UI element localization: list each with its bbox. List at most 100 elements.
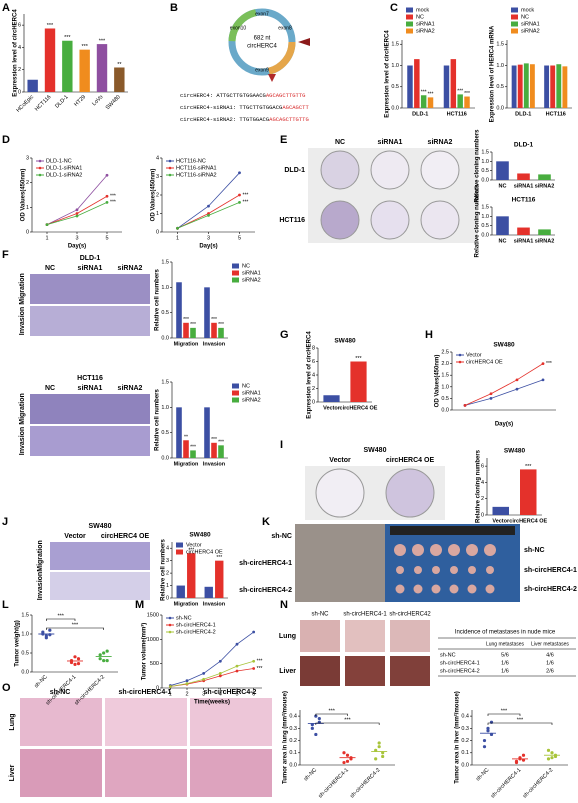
y-tick-label: 2 xyxy=(18,67,21,73)
y-tick-label: 0.5 xyxy=(481,223,489,229)
table-cell: 5/6 xyxy=(501,652,509,658)
point xyxy=(489,397,493,400)
y-tick-label: 1 xyxy=(156,211,159,217)
dish xyxy=(385,468,435,518)
x-tick-label: 5 xyxy=(105,235,108,241)
legend-label: NC xyxy=(416,14,424,20)
col-label: sh-circHERC4-2 xyxy=(204,689,257,696)
y-tick-label: 1.0 xyxy=(161,405,169,411)
legend-swatch xyxy=(232,383,239,389)
bar xyxy=(114,67,125,92)
x-tick-label: Migration xyxy=(174,601,199,607)
bar xyxy=(538,174,551,180)
bar xyxy=(517,227,530,235)
point xyxy=(218,674,222,678)
legend-swatch xyxy=(168,166,172,170)
y-tick-label: 1.5 xyxy=(161,379,169,385)
y-axis-label: Expression level of circHERC4 xyxy=(13,9,19,97)
significance: *** xyxy=(190,445,196,451)
point xyxy=(207,213,210,217)
table-cell: 4/6 xyxy=(546,652,554,658)
point xyxy=(377,745,381,749)
bar xyxy=(529,64,535,108)
y-tick-label: 0.5 xyxy=(496,84,504,90)
y-axis-label: Expression level of circHERC4 xyxy=(385,30,391,118)
significance: *** xyxy=(190,322,196,328)
y-tick-label: 0.4 xyxy=(289,714,297,720)
bar xyxy=(215,560,224,598)
photo xyxy=(105,698,187,746)
x-tick-label: sh-circHERC4-2 xyxy=(349,767,381,799)
bar xyxy=(44,28,56,92)
seq-name: circHERC4-siRNA2: xyxy=(180,116,236,123)
mice-photo xyxy=(295,524,385,602)
seq-name: circHERC4: xyxy=(180,92,213,99)
point xyxy=(185,682,189,686)
x-tick-label: 1 xyxy=(45,235,48,241)
bar xyxy=(323,395,340,402)
y-tick-label: 1.0 xyxy=(161,285,169,291)
x-axis-label: Day(s) xyxy=(199,244,217,250)
panel-label: D xyxy=(2,134,10,146)
point xyxy=(342,751,346,755)
legend-label: sh-NC xyxy=(176,615,192,621)
y-tick-label: 4 xyxy=(18,45,21,51)
legend-swatch xyxy=(168,159,172,163)
sequence: circHERC4: ATTGCTTGTGGAACGAGCAGCTTGTTG xyxy=(180,92,305,99)
bar xyxy=(79,49,90,92)
tumor xyxy=(449,584,459,594)
x-tick-label: Migration xyxy=(174,341,199,347)
legend-label: DLD-1-siRNA2 xyxy=(46,172,82,178)
significance: *** xyxy=(525,464,532,470)
legend-label: mock xyxy=(416,7,429,13)
bracket xyxy=(487,713,521,716)
x-tick-label: sh-NC xyxy=(34,674,49,689)
chart-title: SW480 xyxy=(334,338,356,345)
x-tick-label: circHERC4 OE xyxy=(340,405,378,411)
bar xyxy=(218,445,224,458)
x-tick-label: Invasion xyxy=(203,341,226,347)
y-tick-label: 500 xyxy=(150,661,159,667)
bar xyxy=(520,469,537,515)
y-tick-label: 3 xyxy=(26,155,29,161)
y-tick-label: 0 xyxy=(166,595,169,601)
bar xyxy=(457,94,463,108)
point xyxy=(541,378,545,382)
tumor xyxy=(412,544,424,556)
y-tick-label: 6 xyxy=(312,359,315,365)
col-label: sh-circHERC4-1 xyxy=(119,689,172,696)
legend-label: siRNA2 xyxy=(521,28,540,34)
significance: ** xyxy=(184,435,188,441)
significance: *** xyxy=(183,317,189,323)
legend-label: DLD-1-siRNA1 xyxy=(46,165,82,171)
bar xyxy=(204,586,213,598)
y-axis-label: Relative cell numbers xyxy=(161,538,167,600)
bar xyxy=(211,442,217,458)
y-tick-label: 0 xyxy=(156,685,159,691)
col-label: siRNA1 xyxy=(78,265,103,272)
y-tick-label: 6 xyxy=(18,23,21,29)
chart-title: SW480 xyxy=(493,342,515,349)
panel-label: H xyxy=(425,329,433,341)
y-tick-label: 0.0 xyxy=(161,335,169,341)
y-tick-label: 0.0 xyxy=(481,232,489,238)
legend-swatch xyxy=(176,549,183,555)
significance: *** xyxy=(216,555,222,561)
point xyxy=(105,173,109,177)
y-tick-label: 3 xyxy=(166,558,169,564)
row-label: sh-circHERC4-2 xyxy=(524,586,577,593)
significance: *** xyxy=(328,708,335,714)
legend-label: sh-circHERC4-1 xyxy=(176,622,216,628)
point xyxy=(44,634,48,638)
point xyxy=(105,649,109,653)
tumor xyxy=(432,566,440,574)
photo xyxy=(30,274,150,304)
significance: *** xyxy=(64,35,71,41)
y-axis-label: Expression level of HERC4 mRNA xyxy=(490,25,496,122)
point xyxy=(486,729,490,733)
dish xyxy=(370,150,410,190)
point xyxy=(76,657,81,661)
y-axis-label: OD Values(450nm) xyxy=(21,169,27,222)
y-tick-label: 0.0 xyxy=(441,407,449,413)
bar xyxy=(450,59,457,108)
